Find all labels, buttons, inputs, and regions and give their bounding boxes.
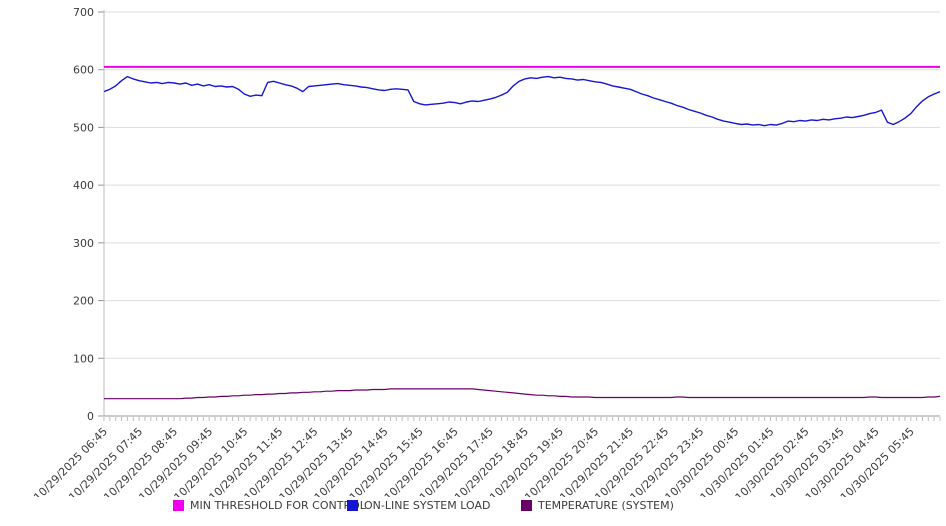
legend-swatch-temperature-icon — [521, 500, 532, 511]
legend-label-temperature: TEMPERATURE (SYSTEM) — [538, 499, 674, 512]
y-tick-label-100: 100 — [73, 352, 94, 365]
legend-item-system-load: ON-LINE SYSTEM LOAD — [347, 499, 490, 512]
y-tick-label-0: 0 — [87, 410, 94, 423]
temperature-line — [104, 388, 941, 400]
y-tick-label-500: 500 — [73, 121, 94, 134]
legend-label-min-threshold: MIN THRESHOLD FOR CONTROL — [190, 499, 366, 512]
system-load-line — [103, 75, 941, 127]
y-tick-label-300: 300 — [73, 237, 94, 250]
legend-item-temperature: TEMPERATURE (SYSTEM) — [521, 499, 674, 512]
y-tick-label-700: 700 — [73, 6, 94, 19]
y-tick-label-200: 200 — [73, 295, 94, 308]
legend-label-system-load: ON-LINE SYSTEM LOAD — [364, 499, 491, 512]
y-tick-label-400: 400 — [73, 179, 94, 192]
legend-swatch-min-threshold-icon — [173, 500, 184, 511]
legend-swatch-system-load-icon — [347, 500, 358, 511]
y-tick-label-600: 600 — [73, 64, 94, 77]
chart-legend: MIN THRESHOLD FOR CONTROL ON-LINE SYSTEM… — [0, 497, 946, 517]
x-tick-label: 10/29/2025 06:45 — [31, 425, 110, 497]
legend-item-min-threshold: MIN THRESHOLD FOR CONTROL — [173, 499, 366, 512]
